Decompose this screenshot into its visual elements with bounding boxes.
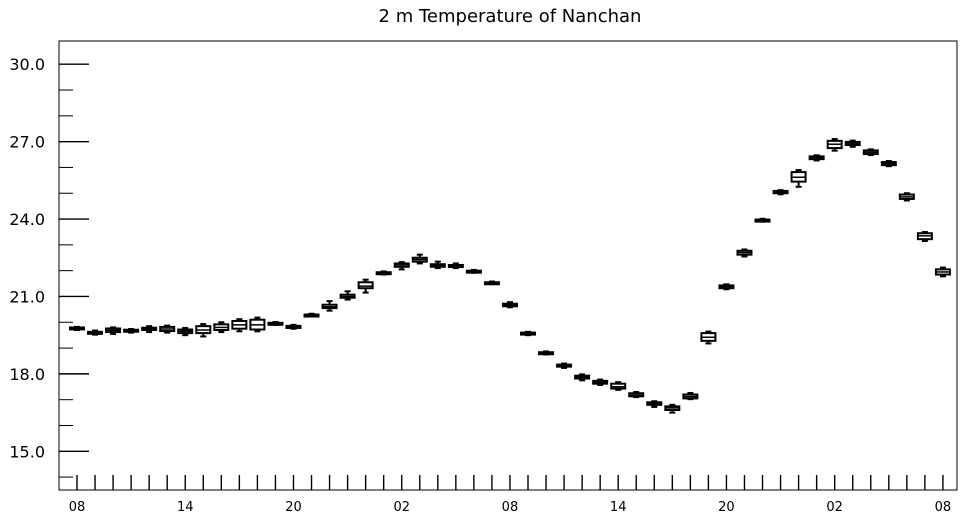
box-mark — [682, 391, 699, 401]
box-mark — [556, 362, 573, 369]
box-mark — [628, 390, 645, 399]
y-tick-label: 21.0 — [9, 287, 45, 306]
x-tick-label: 14 — [177, 500, 194, 515]
box-mark — [808, 154, 825, 162]
box-mark — [826, 138, 843, 152]
box-mark — [592, 378, 609, 386]
x-tick-label: 08 — [502, 500, 519, 515]
box-mark — [285, 323, 302, 330]
box-mark — [880, 159, 897, 168]
x-tick-label: 02 — [393, 500, 410, 515]
box-mark — [538, 350, 555, 356]
box-mark — [574, 373, 591, 382]
box-mark — [844, 139, 861, 148]
box-mark — [790, 169, 807, 188]
box-mark — [69, 325, 85, 332]
box-mark — [664, 403, 681, 414]
box-mark — [105, 326, 122, 335]
box-mark — [862, 148, 879, 157]
box-mark — [736, 248, 753, 258]
x-tick-label: 08 — [69, 500, 86, 515]
x-tick-label: 08 — [935, 500, 952, 515]
box-mark — [303, 312, 320, 318]
box-mark — [483, 280, 500, 286]
x-tick-label: 02 — [826, 500, 843, 515]
x-tick-label: 20 — [285, 500, 302, 515]
box-mark — [772, 189, 789, 196]
box-mark — [393, 261, 410, 271]
box-mark — [754, 217, 771, 223]
box-mark — [123, 327, 140, 334]
box-mark — [87, 329, 104, 336]
box-mark — [700, 330, 717, 345]
box-series — [69, 138, 951, 414]
box-mark — [465, 268, 482, 274]
box-mark — [159, 324, 176, 334]
y-tick-label: 15.0 — [9, 442, 45, 461]
box-mark — [267, 321, 284, 326]
box-mark — [447, 262, 464, 270]
box-mark — [429, 260, 446, 270]
box-mark — [177, 326, 194, 337]
box-mark — [357, 278, 374, 294]
chart-title: 2 m Temperature of Nanchan — [379, 6, 642, 27]
box-mark — [718, 283, 735, 291]
box-mark — [934, 266, 951, 278]
box-mark — [520, 330, 536, 337]
y-tick-label: 24.0 — [9, 210, 45, 229]
box-mark — [501, 301, 518, 309]
box-mark — [646, 400, 663, 408]
box-mark — [249, 316, 266, 333]
y-tick-label: 27.0 — [9, 133, 45, 152]
box-mark — [213, 321, 230, 334]
box-mark — [195, 323, 212, 338]
y-tick-label: 18.0 — [9, 365, 45, 384]
x-tick-label: 14 — [610, 500, 627, 515]
x-axis: 08 14 20 02 08 14 20 02 08 — [69, 475, 951, 515]
x-tick-label: 20 — [718, 500, 735, 515]
box-mark — [141, 325, 158, 334]
y-tick-label: 30.0 — [9, 55, 45, 74]
plot-frame — [58, 40, 958, 491]
box-mark — [411, 253, 428, 265]
box-body — [357, 281, 374, 290]
box-mark — [321, 300, 338, 312]
box-mark — [375, 270, 392, 276]
box-mark — [231, 318, 248, 333]
box-mark — [898, 192, 915, 202]
box-mark — [610, 381, 627, 391]
box-mark — [339, 290, 356, 301]
y-axis: 15.0 18.0 21.0 24.0 27.0 30.0 — [9, 55, 89, 478]
box-mark — [916, 230, 933, 242]
